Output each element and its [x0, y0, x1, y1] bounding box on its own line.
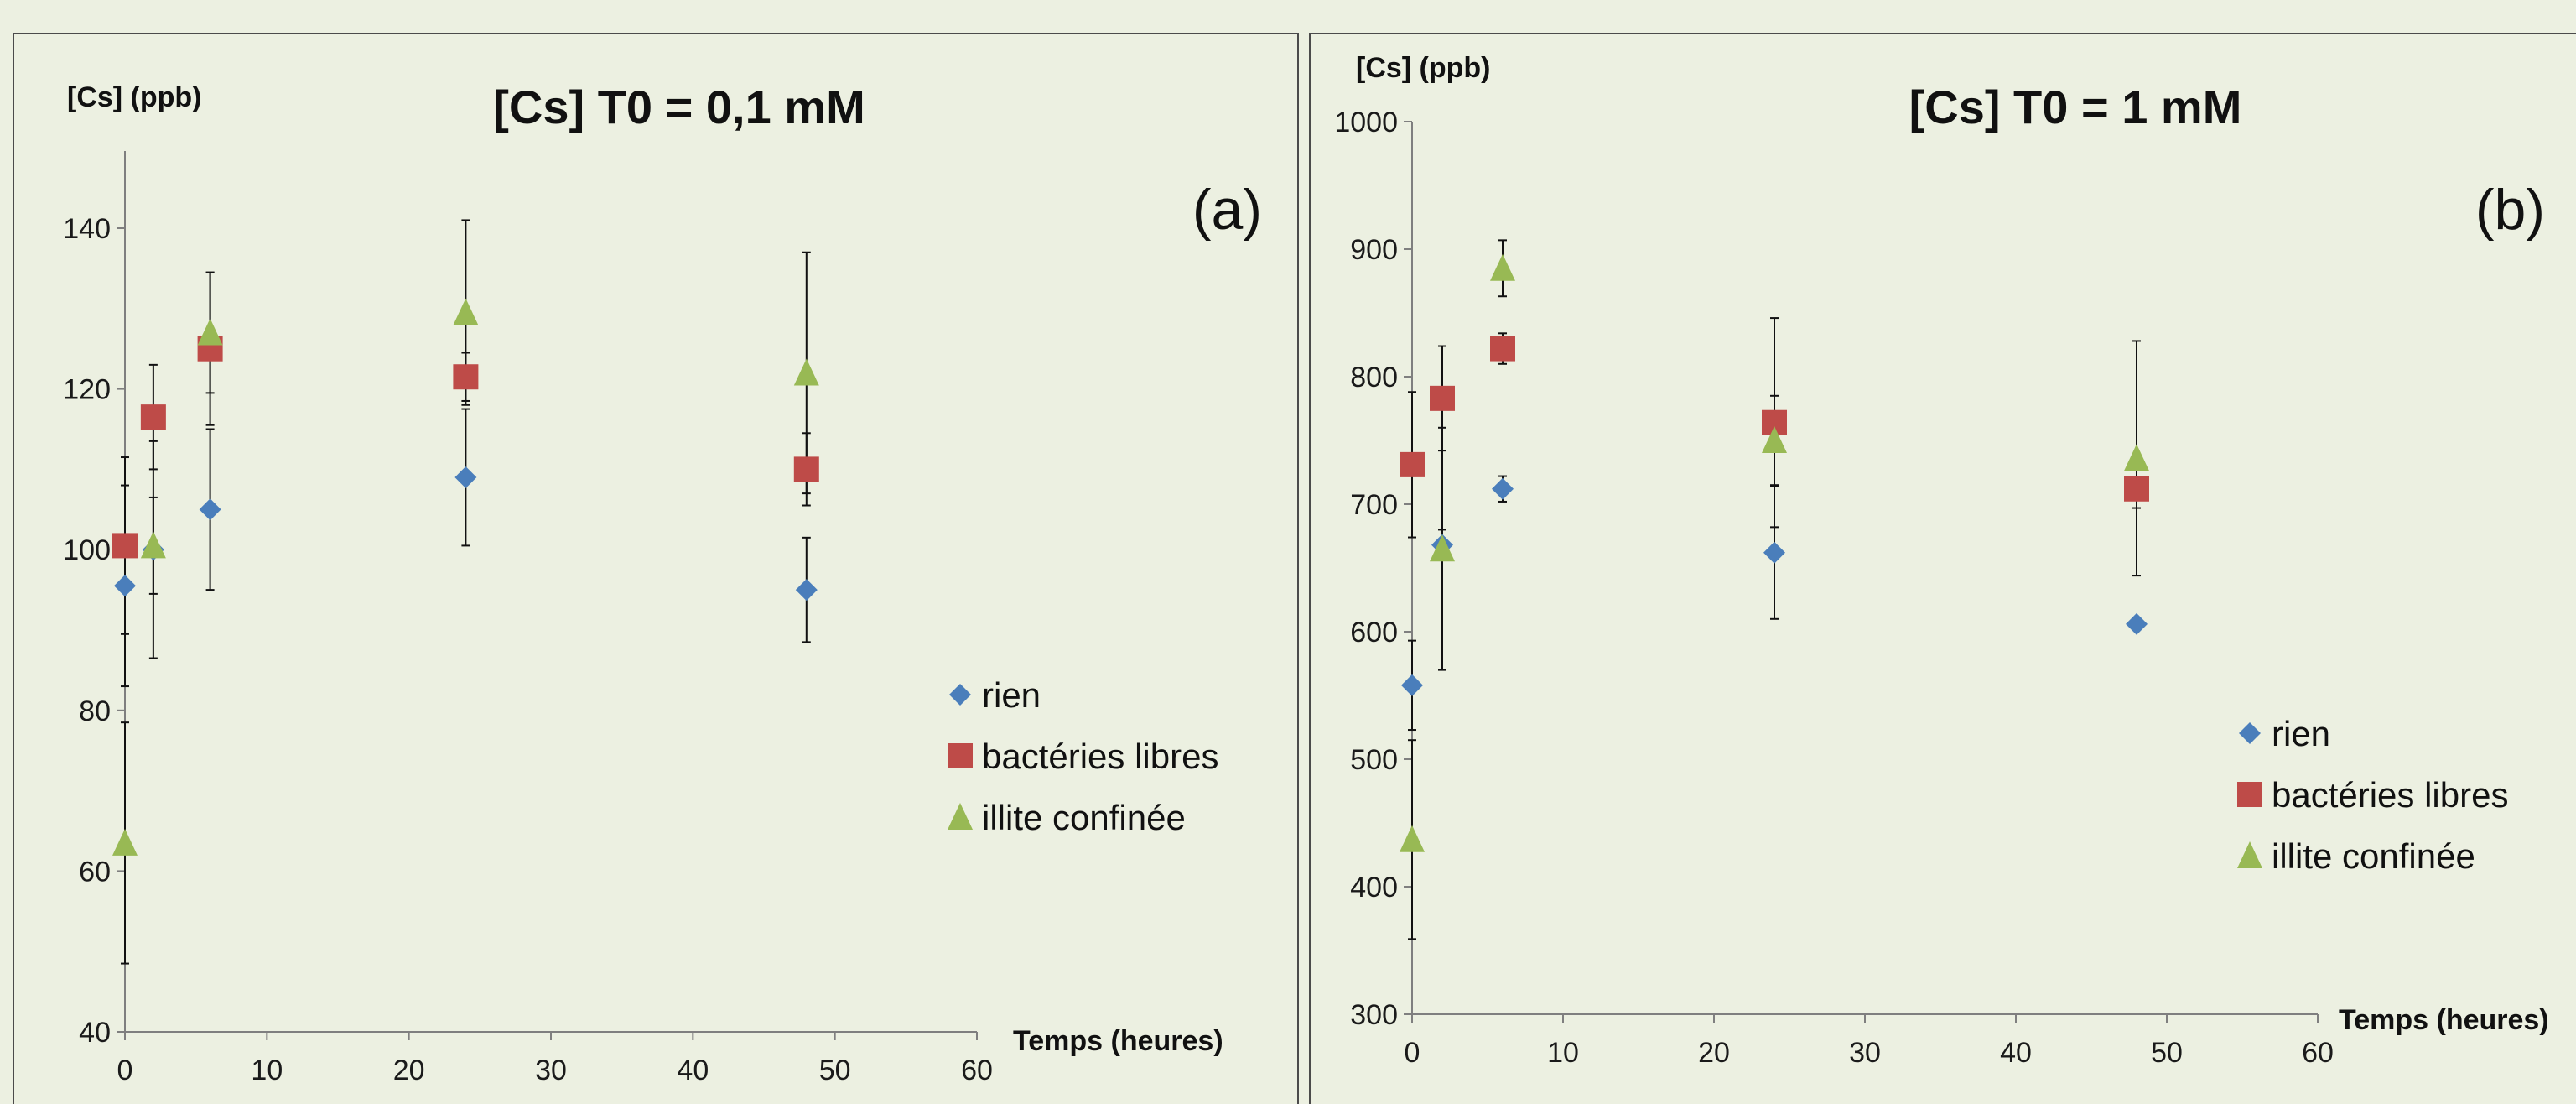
- data-point-diamond: [454, 466, 477, 488]
- legend-label: rien: [2272, 714, 2330, 753]
- legend-marker-diamond: [949, 684, 971, 706]
- data-point-square: [140, 404, 166, 430]
- x-tick-label: 10: [1547, 1037, 1579, 1069]
- legend-item: illite confinée: [948, 798, 1186, 837]
- legend-label: illite confinée: [2272, 836, 2475, 876]
- y-tick-label: 500: [1350, 744, 1398, 776]
- x-axis-title-b: Temps (heures): [2339, 1004, 2549, 1036]
- legend-label: illite confinée: [982, 798, 1186, 837]
- data-point-diamond: [795, 579, 818, 601]
- data-point-square: [1430, 385, 1455, 411]
- y-tick-label: 400: [1350, 872, 1398, 904]
- data-point-diamond: [1492, 477, 1514, 500]
- x-tick-label: 50: [819, 1055, 851, 1086]
- ticks-a: 0 10 20 30 40 50 60 40 60 80 100 120 140: [63, 213, 993, 1086]
- data-point-diamond: [199, 498, 221, 521]
- x-tick-label: 30: [1849, 1037, 1881, 1069]
- y-tick-label: 600: [1350, 617, 1398, 648]
- x-tick-label: 0: [117, 1055, 133, 1086]
- legend-label: bactéries libres: [982, 737, 1218, 776]
- legend-marker-triangle: [2237, 841, 2262, 868]
- legend-marker-diamond: [2239, 722, 2261, 744]
- data-point-diamond: [2126, 612, 2148, 635]
- panel-label-a: (a): [1192, 178, 1262, 242]
- y-tick-label: 1000: [1334, 107, 1398, 138]
- x-tick-label: 20: [1698, 1037, 1730, 1069]
- data-point-square: [793, 456, 819, 482]
- legend-item: illite confinée: [2237, 836, 2475, 876]
- y-tick-label: 700: [1350, 489, 1398, 521]
- x-tick-label: 30: [535, 1055, 567, 1086]
- y-tick-label: 140: [63, 213, 111, 245]
- legend-marker-square: [2237, 782, 2262, 807]
- legend-label: bactéries libres: [2272, 775, 2508, 815]
- y-tick-label: 800: [1350, 362, 1398, 393]
- data-point-square: [2124, 476, 2149, 502]
- y-tick-label: 100: [63, 534, 111, 566]
- data-point-triangle: [1430, 534, 1455, 562]
- x-tick-label: 50: [2151, 1037, 2183, 1069]
- panel-label-b: (b): [2475, 178, 2545, 242]
- panel-a-frame: [13, 33, 1299, 1104]
- y-tick-label: 40: [79, 1017, 111, 1049]
- legend-marker-triangle: [948, 803, 973, 830]
- y-tick-label: 300: [1350, 999, 1398, 1031]
- data-point-diamond: [1763, 541, 1785, 564]
- legend-item: bactéries libres: [2237, 775, 2508, 815]
- legend-item: bactéries libres: [948, 737, 1218, 776]
- data-point-triangle: [197, 318, 223, 346]
- data-point-triangle: [1400, 825, 1425, 852]
- legend-item: rien: [2239, 714, 2330, 753]
- chart-title-a: [Cs] T0 = 0,1 mM: [493, 81, 865, 133]
- legend-marker-square: [948, 743, 973, 768]
- data-point-triangle: [2124, 444, 2149, 471]
- y-tick-label: 900: [1350, 234, 1398, 266]
- data-point-square: [1490, 336, 1515, 362]
- y-tick-label: 80: [79, 695, 111, 727]
- data-point-square: [112, 533, 138, 559]
- legend-item: rien: [949, 675, 1041, 715]
- marks-a: [112, 298, 819, 856]
- data-point-triangle: [1490, 253, 1515, 281]
- data-point-square: [453, 364, 479, 390]
- panel-b: [Cs] T0 = 1 mM (b) [Cs] (ppb) Temps (heu…: [1309, 33, 2576, 1104]
- data-point-triangle: [453, 298, 479, 325]
- panel-a: [Cs] T0 = 0,1 mM (a) [Cs] (ppb) Temps (h…: [13, 33, 1299, 1104]
- ticks-b: 0 10 20 30 40 50 60 300 400 500 600 700 800 900 1000: [1334, 107, 2334, 1069]
- x-tick-label: 60: [961, 1055, 993, 1086]
- y-tick-label: 120: [63, 374, 111, 406]
- x-tick-label: 40: [677, 1055, 709, 1086]
- legend-b: rien bactéries libres illite confinée: [2237, 714, 2508, 876]
- data-point-diamond: [114, 575, 136, 597]
- legend-a: rien bactéries libres illite confinée: [948, 675, 1218, 837]
- panel-b-frame: [1309, 33, 2576, 1104]
- marks-b: [1400, 253, 2149, 852]
- x-tick-label: 10: [251, 1055, 283, 1086]
- x-tick-label: 60: [2302, 1037, 2334, 1069]
- data-point-triangle: [1762, 426, 1787, 453]
- data-point-triangle: [140, 531, 166, 559]
- data-point-triangle: [793, 358, 819, 386]
- x-axis-title-a: Temps (heures): [1013, 1025, 1223, 1057]
- x-tick-label: 40: [2000, 1037, 2032, 1069]
- x-tick-label: 20: [393, 1055, 425, 1086]
- y-axis-title-a: [Cs] (ppb): [67, 81, 202, 113]
- y-tick-label: 60: [79, 856, 111, 888]
- data-point-square: [1400, 451, 1425, 477]
- y-axis-title-b: [Cs] (ppb): [1356, 52, 1491, 84]
- chart-title-b: [Cs] T0 = 1 mM: [1909, 81, 2242, 133]
- data-point-triangle: [112, 828, 138, 856]
- data-point-diamond: [1401, 674, 1423, 696]
- x-tick-label: 0: [1405, 1037, 1420, 1069]
- legend-label: rien: [982, 675, 1041, 715]
